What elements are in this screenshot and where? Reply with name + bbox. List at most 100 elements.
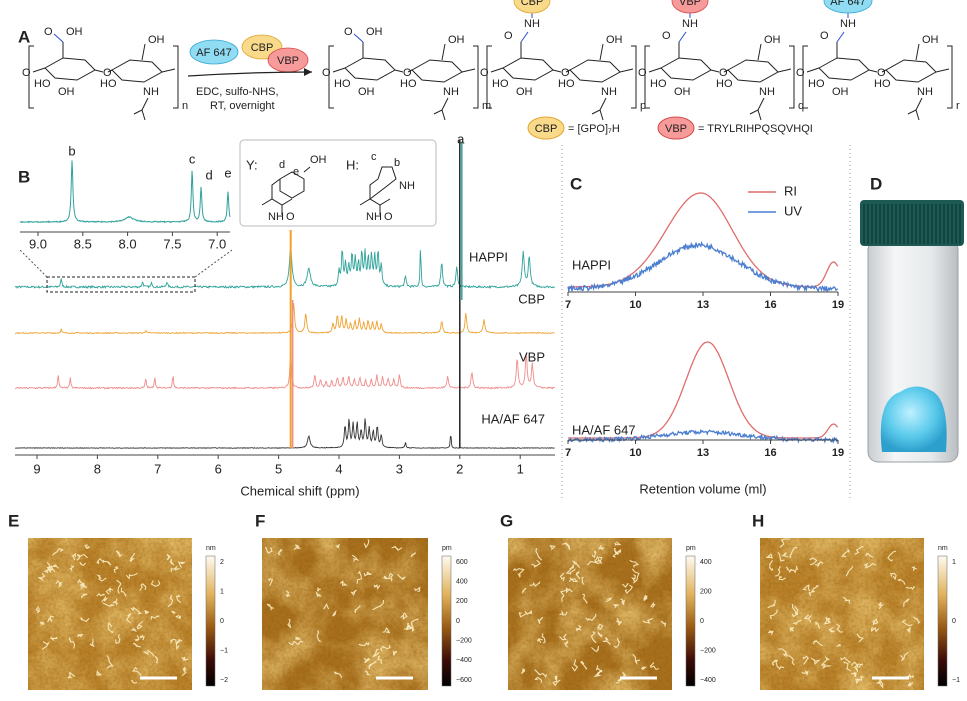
reagent-label: VBP bbox=[277, 55, 299, 67]
fibril bbox=[642, 617, 653, 624]
panel-label: B bbox=[18, 167, 30, 186]
fibril bbox=[411, 626, 415, 633]
reagent-label: AF 647 bbox=[830, 0, 865, 8]
fibril bbox=[522, 587, 527, 594]
fibril bbox=[632, 653, 641, 666]
residue-peak-label: e bbox=[293, 166, 299, 178]
zoom-tick-label: 7.5 bbox=[163, 236, 181, 251]
colorbar-label: 400 bbox=[456, 579, 468, 586]
fibril bbox=[132, 666, 142, 676]
fibril bbox=[130, 627, 137, 633]
colorbar-label: 2 bbox=[220, 559, 224, 566]
afm-texture bbox=[760, 538, 924, 690]
bond bbox=[141, 43, 146, 61]
fibril bbox=[534, 676, 542, 683]
atom-label: HO bbox=[100, 78, 117, 90]
definition-tag bbox=[657, 116, 695, 140]
atom-label: O bbox=[384, 211, 393, 223]
fibril bbox=[102, 560, 112, 566]
fibril bbox=[643, 594, 648, 602]
fibril bbox=[130, 606, 142, 615]
fibril bbox=[779, 538, 790, 548]
zoom-tick-label: 7.0 bbox=[208, 236, 226, 251]
fibril bbox=[767, 630, 774, 636]
fibril bbox=[596, 623, 604, 630]
fibril bbox=[897, 578, 906, 585]
atom-label: O bbox=[403, 67, 412, 79]
fibril bbox=[537, 616, 544, 624]
panel-label: E bbox=[8, 511, 19, 530]
fibril bbox=[71, 553, 77, 561]
fibril bbox=[382, 626, 391, 634]
condition: EDC, sulfo-NHS, bbox=[196, 86, 279, 98]
fibril bbox=[529, 580, 541, 587]
fibril bbox=[769, 609, 778, 620]
fibril bbox=[392, 650, 398, 656]
legend-label: UV bbox=[784, 203, 802, 218]
atom-label: HO bbox=[492, 78, 509, 90]
fibril bbox=[106, 655, 114, 669]
fibril bbox=[802, 584, 811, 592]
fibril bbox=[115, 634, 121, 644]
colorbar-label: 1 bbox=[952, 559, 956, 566]
atom-label: OH bbox=[448, 34, 465, 46]
fibril bbox=[541, 633, 546, 644]
fibril bbox=[814, 621, 821, 629]
fibril bbox=[84, 544, 90, 549]
fibril bbox=[871, 626, 880, 633]
fibril bbox=[383, 575, 391, 580]
fibril bbox=[810, 657, 821, 665]
bond bbox=[836, 31, 845, 43]
bond bbox=[161, 68, 176, 73]
subscript: p bbox=[640, 100, 646, 112]
colorbar-unit: pm bbox=[442, 545, 452, 552]
fibril bbox=[615, 617, 623, 626]
acetyl bbox=[591, 97, 607, 121]
fibril bbox=[650, 662, 659, 671]
atom-label: HO bbox=[558, 78, 575, 90]
fibril bbox=[534, 669, 547, 678]
fibril bbox=[288, 640, 304, 646]
fibril bbox=[130, 679, 137, 684]
fibril bbox=[622, 583, 629, 588]
fibril bbox=[335, 543, 340, 549]
colorbar-label: −400 bbox=[700, 677, 716, 684]
histidine bbox=[359, 166, 397, 215]
atom-label: OH bbox=[606, 34, 623, 46]
x-tick-label: 9 bbox=[33, 461, 40, 476]
fibril bbox=[590, 631, 597, 644]
fibril bbox=[167, 595, 174, 608]
fibril bbox=[808, 590, 814, 597]
bond bbox=[520, 31, 529, 43]
bond bbox=[441, 43, 446, 61]
fibril bbox=[905, 586, 915, 591]
fibril bbox=[812, 639, 823, 647]
bond bbox=[868, 69, 878, 73]
fibril bbox=[564, 640, 569, 648]
fibril bbox=[775, 565, 781, 577]
colorbar-unit: pm bbox=[686, 545, 696, 552]
x-tick-label: 3 bbox=[396, 461, 403, 476]
fibril bbox=[840, 656, 852, 663]
fibril bbox=[512, 567, 521, 571]
atom-label: O bbox=[344, 26, 353, 38]
colorbar-label: 400 bbox=[700, 559, 712, 566]
fibril bbox=[568, 577, 579, 583]
fibril bbox=[363, 539, 370, 549]
fibril bbox=[855, 675, 864, 681]
tyrosine bbox=[261, 166, 311, 215]
afm-grain bbox=[760, 538, 924, 690]
fibril bbox=[537, 638, 543, 644]
bond bbox=[881, 69, 887, 73]
fibril bbox=[790, 565, 799, 574]
fibril bbox=[144, 609, 150, 615]
reagent-tag bbox=[513, 0, 551, 14]
fibril bbox=[602, 636, 611, 645]
fibril bbox=[887, 550, 897, 562]
fibril bbox=[901, 619, 913, 627]
fibril bbox=[39, 621, 46, 626]
bracket bbox=[644, 45, 795, 109]
bond bbox=[757, 43, 762, 61]
panel-label: G bbox=[500, 511, 513, 530]
fibril bbox=[789, 626, 795, 632]
